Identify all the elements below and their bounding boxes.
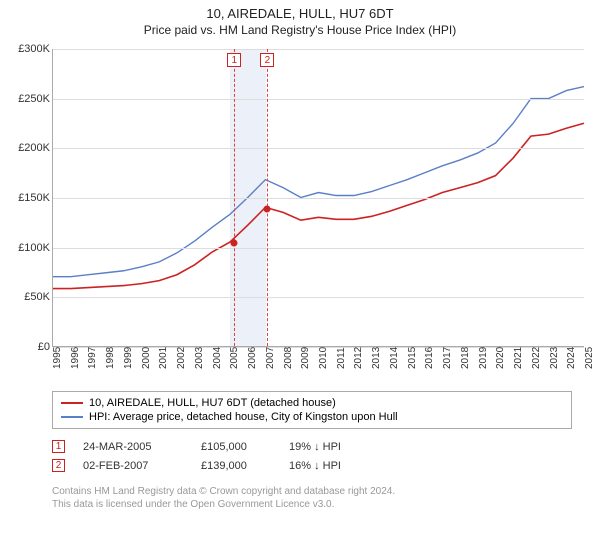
chart-area: £0£50K£100K£150K£200K£250K£300K 12 19951… [10,43,590,383]
sale-row: 1 24-MAR-2005 £105,000 19% ↓ HPI [52,437,590,456]
legend-label: HPI: Average price, detached house, City… [89,411,398,423]
footer-attribution: Contains HM Land Registry data © Crown c… [52,485,590,511]
sale-marker-line [267,49,268,346]
sale-row-price: £139,000 [201,460,271,472]
y-tick-label: £150K [10,192,50,204]
footer-line-1: Contains HM Land Registry data © Crown c… [52,485,590,498]
sale-row-diff: 19% ↓ HPI [289,441,379,453]
sale-row: 2 02-FEB-2007 £139,000 16% ↓ HPI [52,456,590,475]
y-tick-label: £250K [10,93,50,105]
legend-item: HPI: Average price, detached house, City… [61,410,563,424]
sale-marker-box: 1 [227,53,241,67]
legend-swatch [61,416,83,418]
sale-row-date: 24-MAR-2005 [83,441,183,453]
legend-swatch [61,402,83,404]
sale-row-marker: 1 [52,440,65,453]
sale-marker-box: 2 [260,53,274,67]
y-tick-label: £300K [10,43,50,55]
sale-row-marker: 2 [52,459,65,472]
legend-item: 10, AIREDALE, HULL, HU7 6DT (detached ho… [61,396,563,410]
sale-row-diff: 16% ↓ HPI [289,460,379,472]
y-tick-label: £200K [10,142,50,154]
footer-line-2: This data is licensed under the Open Gov… [52,498,590,511]
chart-container: 10, AIREDALE, HULL, HU7 6DT Price paid v… [0,0,600,560]
legend: 10, AIREDALE, HULL, HU7 6DT (detached ho… [52,391,572,429]
sale-row-date: 02-FEB-2007 [83,460,183,472]
sale-point [231,239,238,246]
sale-marker-line [234,49,235,346]
chart-title: 10, AIREDALE, HULL, HU7 6DT [10,6,590,21]
y-tick-label: £0 [10,341,50,353]
sale-row-price: £105,000 [201,441,271,453]
sale-point [264,205,271,212]
y-tick-label: £100K [10,242,50,254]
sales-list: 1 24-MAR-2005 £105,000 19% ↓ HPI 2 02-FEB-200… [52,437,590,475]
y-tick-label: £50K [10,291,50,303]
legend-label: 10, AIREDALE, HULL, HU7 6DT (detached ho… [89,397,336,409]
plot-area: 12 [52,49,584,347]
chart-subtitle: Price paid vs. HM Land Registry's House … [10,23,590,37]
x-tick-label: 2025 [584,347,600,369]
